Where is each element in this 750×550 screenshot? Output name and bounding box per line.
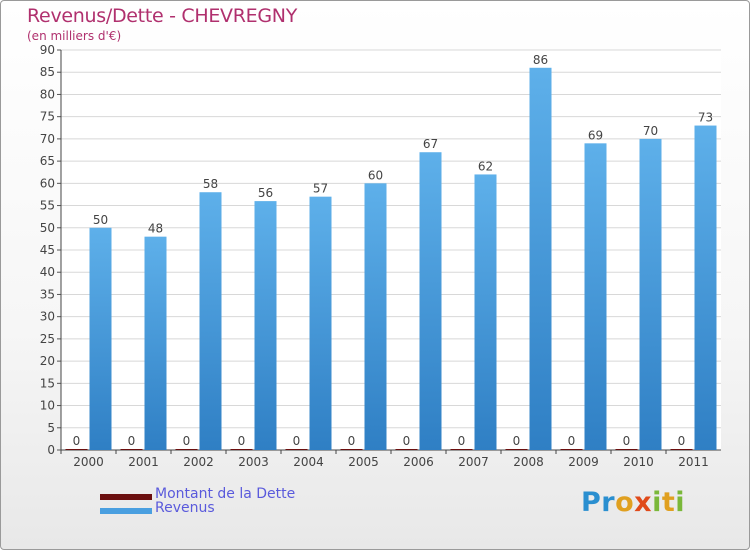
x-tick-label: 2011 — [678, 455, 709, 469]
x-tick-label: 2000 — [73, 455, 104, 469]
x-tick-label: 2006 — [403, 455, 434, 469]
proxiti-logo: Proxiti — [581, 487, 686, 518]
revenus-bar — [694, 125, 717, 451]
y-tick-label: 0 — [47, 443, 55, 457]
legend-label-revenus: Revenus — [155, 500, 215, 516]
debt-value-label: 0 — [513, 434, 521, 448]
debt-bar — [230, 449, 253, 450]
y-tick-label: 90 — [40, 43, 55, 57]
chart-subtitle: (en milliers d'€) — [27, 29, 122, 43]
debt-bar — [395, 449, 418, 450]
debt-bar — [560, 449, 583, 450]
revenus-bar — [254, 201, 277, 450]
revenus-bar — [584, 143, 607, 451]
debt-bar — [670, 449, 693, 450]
revenus-value-label: 48 — [148, 222, 163, 236]
y-tick-label: 50 — [40, 221, 55, 235]
debt-value-label: 0 — [678, 434, 686, 448]
x-tick-label: 2010 — [623, 455, 654, 469]
y-tick-label: 40 — [40, 265, 55, 279]
debt-value-label: 0 — [293, 434, 301, 448]
x-tick-label: 2004 — [293, 455, 324, 469]
x-tick-label: 2001 — [128, 455, 159, 469]
revenus-value-label: 62 — [478, 159, 493, 173]
x-tick-label: 2008 — [513, 455, 544, 469]
x-tick-label: 2005 — [348, 455, 379, 469]
y-tick-label: 35 — [40, 287, 55, 301]
y-tick-label: 85 — [40, 65, 55, 79]
debt-value-label: 0 — [128, 434, 136, 448]
revenus-bar — [199, 192, 222, 450]
y-tick-label: 60 — [40, 176, 55, 190]
revenus-bar — [309, 196, 332, 450]
chart-title: Revenus/Dette - CHEVREGNY — [27, 5, 298, 27]
y-tick-label: 10 — [40, 399, 55, 413]
debt-bar — [615, 449, 638, 450]
debt-value-label: 0 — [183, 434, 191, 448]
debt-value-label: 0 — [238, 434, 246, 448]
y-tick-label: 25 — [40, 332, 55, 346]
revenus-bar — [364, 183, 387, 451]
revenus-value-label: 67 — [423, 137, 438, 151]
debt-bar — [340, 449, 363, 450]
y-tick-label: 65 — [40, 154, 55, 168]
revenus-bar — [474, 174, 497, 450]
revenus-value-label: 73 — [698, 111, 713, 125]
y-tick-label: 15 — [40, 376, 55, 390]
debt-bar — [285, 449, 308, 450]
revenus-value-label: 56 — [258, 186, 273, 200]
y-tick-label: 80 — [40, 87, 55, 101]
revenus-value-label: 69 — [588, 128, 603, 142]
debt-value-label: 0 — [403, 434, 411, 448]
debt-bar — [65, 449, 88, 450]
x-tick-label: 2009 — [568, 455, 599, 469]
revenus-bar — [89, 227, 112, 450]
y-tick-label: 55 — [40, 199, 55, 213]
y-tick-label: 5 — [47, 421, 55, 435]
revenus-bar — [419, 152, 442, 450]
x-tick-label: 2002 — [183, 455, 214, 469]
x-tick-label: 2003 — [238, 455, 269, 469]
debt-value-label: 0 — [623, 434, 631, 448]
debt-bar — [175, 449, 198, 450]
revenus-value-label: 60 — [368, 168, 383, 182]
debt-value-label: 0 — [458, 434, 466, 448]
debt-value-label: 0 — [568, 434, 576, 448]
revenus-value-label: 86 — [533, 53, 548, 67]
debt-bar — [450, 449, 473, 450]
revenus-bar — [529, 67, 552, 451]
revenus-value-label: 50 — [93, 213, 108, 227]
revenus-value-label: 57 — [313, 182, 328, 196]
y-tick-label: 75 — [40, 110, 55, 124]
legend-label-dette: Montant de la Dette — [155, 486, 296, 502]
revenus-value-label: 70 — [643, 124, 658, 138]
debt-value-label: 0 — [348, 434, 356, 448]
y-tick-label: 30 — [40, 310, 55, 324]
x-tick-label: 2007 — [458, 455, 489, 469]
revenus-bar — [144, 236, 167, 450]
y-tick-label: 45 — [40, 243, 55, 257]
y-tick-label: 70 — [40, 132, 55, 146]
legend-swatch-dette — [100, 494, 152, 500]
legend-swatch-revenus — [100, 508, 152, 514]
debt-bar — [120, 449, 143, 450]
debt-value-label: 0 — [73, 434, 81, 448]
revenus-value-label: 58 — [203, 177, 218, 191]
y-tick-label: 20 — [40, 354, 55, 368]
debt-bar — [505, 449, 528, 450]
revenus-bar — [639, 138, 662, 450]
